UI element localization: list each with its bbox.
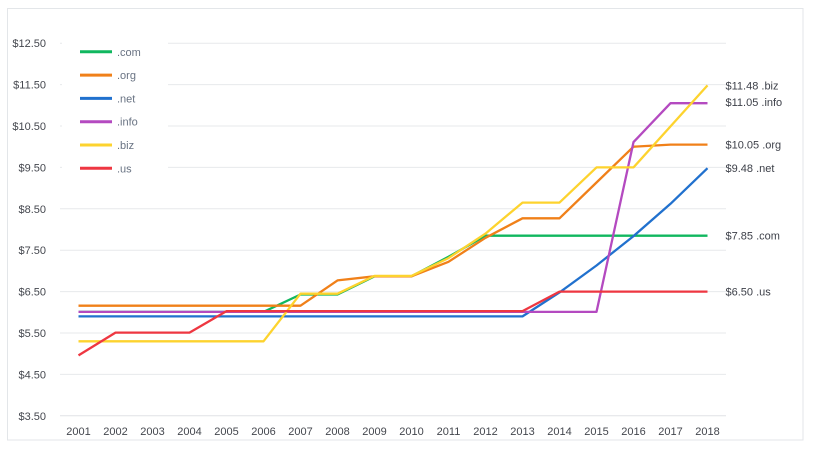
svg-text:.org: .org [117,70,136,82]
svg-text:$11.05 .info: $11.05 .info [726,97,783,109]
svg-text:$7.50: $7.50 [18,245,46,257]
svg-text:2005: 2005 [214,426,238,438]
svg-text:2007: 2007 [288,426,312,438]
svg-text:2008: 2008 [325,426,349,438]
svg-text:$4.50: $4.50 [18,369,46,381]
svg-text:.biz: .biz [117,140,134,152]
svg-text:.com: .com [117,47,141,59]
svg-text:.info: .info [117,117,138,129]
svg-text:2006: 2006 [251,426,275,438]
svg-text:.net: .net [117,93,135,105]
svg-text:2010: 2010 [399,426,423,438]
svg-text:2016: 2016 [621,426,645,438]
svg-text:$9.50: $9.50 [18,162,46,174]
svg-text:2011: 2011 [437,426,461,438]
svg-text:2013: 2013 [510,426,534,438]
svg-text:$5.50: $5.50 [18,328,46,340]
svg-text:$8.50: $8.50 [18,204,46,216]
svg-text:2003: 2003 [140,426,164,438]
svg-text:$11.48 .biz: $11.48 .biz [726,80,779,92]
svg-text:2001: 2001 [66,426,90,438]
svg-text:2014: 2014 [547,426,571,438]
svg-text:$6.50: $6.50 [18,287,46,299]
svg-text:2002: 2002 [103,426,127,438]
svg-text:2015: 2015 [584,426,608,438]
svg-text:.us: .us [117,163,132,175]
svg-text:2018: 2018 [695,426,719,438]
svg-text:$10.50: $10.50 [12,121,46,133]
svg-text:$11.50: $11.50 [13,80,46,92]
svg-text:$10.05 .org: $10.05 .org [726,140,782,152]
svg-text:2012: 2012 [473,426,497,438]
svg-text:2004: 2004 [177,426,201,438]
svg-text:$7.85 .com: $7.85 .com [726,231,780,243]
svg-text:2009: 2009 [362,426,386,438]
svg-text:$12.50: $12.50 [12,38,46,50]
svg-text:$3.50: $3.50 [18,411,46,423]
svg-text:$9.48 .net: $9.48 .net [726,163,775,175]
svg-text:$6.50 .us: $6.50 .us [726,287,772,299]
svg-text:2017: 2017 [658,426,682,438]
